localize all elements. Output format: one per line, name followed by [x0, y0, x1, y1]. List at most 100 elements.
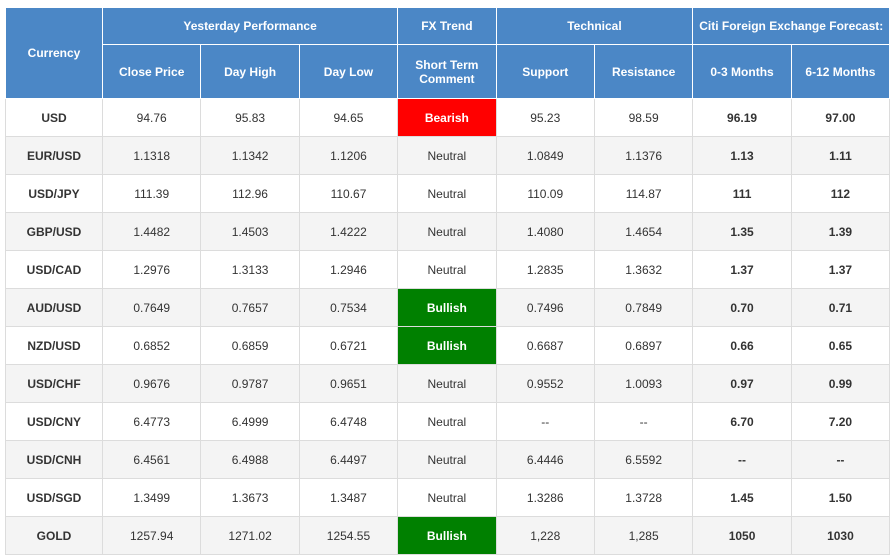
value-cell: 110.67 — [298, 174, 399, 213]
value-cell: 0.6897 — [593, 326, 694, 365]
value-cell: 114.87 — [593, 174, 694, 213]
value-cell: -- — [495, 402, 595, 441]
value-cell: 0.9552 — [495, 364, 595, 403]
value-cell: 111.39 — [101, 174, 202, 213]
trend-cell: Neutral — [397, 174, 497, 213]
value-cell: 1.13 — [692, 136, 792, 175]
value-cell: 1.0849 — [495, 136, 595, 175]
trend-cell: Bullish — [397, 326, 497, 365]
data-row: GOLD 1257.94 1271.02 1254.55 Bullish 1,228 1,2… — [5, 516, 891, 555]
value-cell: 1,228 — [495, 516, 595, 555]
value-cell: 1.39 — [790, 212, 891, 251]
currency-cell: NZD/USD — [5, 326, 103, 365]
value-cell: 0.9651 — [298, 364, 399, 403]
value-cell: 1.3728 — [593, 478, 694, 517]
column-header: Close Price — [101, 44, 202, 99]
currency-cell: USD — [5, 98, 103, 137]
currency-cell: AUD/USD — [5, 288, 103, 327]
value-cell: 110.09 — [495, 174, 595, 213]
value-cell: 96.19 — [692, 98, 792, 137]
value-cell: 94.65 — [298, 98, 399, 137]
value-cell: 1.2835 — [495, 250, 595, 289]
value-cell: 1.3499 — [101, 478, 202, 517]
column-header: 0-3 Months — [692, 44, 792, 99]
value-cell: 0.7657 — [200, 288, 300, 327]
currency-cell: USD/SGD — [5, 478, 103, 517]
value-cell: 6.4773 — [101, 402, 202, 441]
value-cell: 112.96 — [200, 174, 300, 213]
data-row: USD/CAD 1.2976 1.3133 1.2946 Neutral 1.2835 1.… — [5, 250, 891, 289]
value-cell: 6.4561 — [101, 440, 202, 479]
value-cell: 1.4482 — [101, 212, 202, 251]
table-header: Currency Yesterday Performance FX Trend Te… — [5, 7, 891, 99]
value-cell: 1.4503 — [200, 212, 300, 251]
value-cell: 1.1318 — [101, 136, 202, 175]
value-cell: 1.2976 — [101, 250, 202, 289]
column-header: Day Low — [298, 44, 399, 99]
trend-cell: Neutral — [397, 402, 497, 441]
value-cell: 6.4497 — [298, 440, 399, 479]
value-cell: 1.35 — [692, 212, 792, 251]
value-cell: 1.37 — [692, 250, 792, 289]
value-cell: 0.70 — [692, 288, 792, 327]
value-cell: 97.00 — [790, 98, 891, 137]
trend-cell: Bearish — [397, 98, 497, 137]
data-row: USD/CNH 6.4561 6.4988 6.4497 Neutral 6.4446 6.… — [5, 440, 891, 479]
data-row: NZD/USD 0.6852 0.6859 0.6721 Bullish 0.6687 0.… — [5, 326, 891, 365]
header-row: Close Price Day High Day Low Short Term Com… — [6, 44, 891, 99]
value-cell: 0.6687 — [495, 326, 595, 365]
value-cell: 95.83 — [200, 98, 300, 137]
value-cell: 111 — [692, 174, 792, 213]
value-cell: 1.0093 — [593, 364, 694, 403]
currency-cell: USD/CHF — [5, 364, 103, 403]
currency-cell: USD/CNY — [5, 402, 103, 441]
value-cell: 1.1342 — [200, 136, 300, 175]
group-header: Citi Foreign Exchange Forecast: — [692, 7, 891, 45]
value-cell: 0.6859 — [200, 326, 300, 365]
data-row: EUR/USD 1.1318 1.1342 1.1206 Neutral 1.0849 1.… — [5, 136, 891, 175]
value-cell: 1.3133 — [200, 250, 300, 289]
value-cell: 1.1206 — [298, 136, 399, 175]
data-row: USD/SGD 1.3499 1.3673 1.3487 Neutral 1.3286 1.… — [5, 478, 891, 517]
value-cell: 0.7496 — [495, 288, 595, 327]
value-cell: 98.59 — [593, 98, 694, 137]
column-header: Day High — [200, 44, 300, 99]
trend-cell: Neutral — [397, 212, 497, 251]
value-cell: 95.23 — [495, 98, 595, 137]
value-cell: 94.76 — [101, 98, 202, 137]
value-cell: 0.66 — [692, 326, 792, 365]
value-cell: 6.5592 — [593, 440, 694, 479]
value-cell: 1.2946 — [298, 250, 399, 289]
header-row: Currency Yesterday Performance FX Trend Te… — [5, 7, 891, 99]
value-cell: 0.9787 — [200, 364, 300, 403]
value-cell: 0.7534 — [298, 288, 399, 327]
group-header: FX Trend — [397, 7, 497, 45]
data-row: USD 94.76 95.83 94.65 Bearish 95.23 98.59 96.19… — [5, 98, 891, 137]
table-body: USD 94.76 95.83 94.65 Bearish 95.23 98.59 96.19… — [5, 98, 891, 555]
column-header: 6-12 Months — [790, 44, 891, 99]
header-cell: Currency — [5, 7, 103, 99]
currency-cell: GBP/USD — [5, 212, 103, 251]
value-cell: 1.37 — [790, 250, 891, 289]
trend-cell: Bullish — [397, 516, 497, 555]
value-cell: -- — [593, 402, 694, 441]
trend-cell: Neutral — [397, 478, 497, 517]
value-cell: 1.11 — [790, 136, 891, 175]
value-cell: 0.71 — [790, 288, 891, 327]
value-cell: 0.9676 — [101, 364, 202, 403]
value-cell: 6.4748 — [298, 402, 399, 441]
value-cell: 112 — [790, 174, 891, 213]
value-cell: 6.4446 — [495, 440, 595, 479]
value-cell: 0.97 — [692, 364, 792, 403]
value-cell: 7.20 — [790, 402, 891, 441]
data-row: USD/JPY 111.39 112.96 110.67 Neutral 110.09 11… — [5, 174, 891, 213]
value-cell: 1.1376 — [593, 136, 694, 175]
value-cell: 0.65 — [790, 326, 891, 365]
value-cell: 6.4988 — [200, 440, 300, 479]
trend-cell: Neutral — [397, 440, 497, 479]
value-cell: 1271.02 — [200, 516, 300, 555]
data-row: GBP/USD 1.4482 1.4503 1.4222 Neutral 1.4080 1.… — [5, 212, 891, 251]
value-cell: 0.99 — [790, 364, 891, 403]
trend-cell: Neutral — [397, 136, 497, 175]
